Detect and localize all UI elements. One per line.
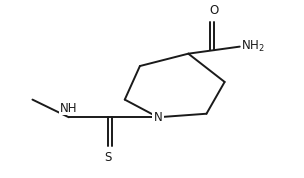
Text: N: N xyxy=(154,111,162,124)
Text: NH: NH xyxy=(60,102,78,115)
Text: O: O xyxy=(209,4,219,17)
Text: S: S xyxy=(105,151,112,164)
Text: NH$_2$: NH$_2$ xyxy=(241,39,265,54)
